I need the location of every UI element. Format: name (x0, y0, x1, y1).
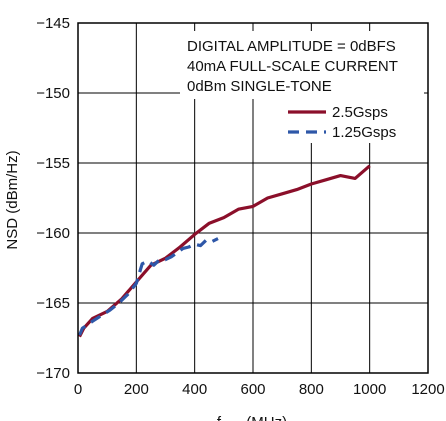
annotation-background (180, 31, 424, 99)
legend: 2.5Gsps 1.25Gsps (282, 99, 424, 143)
y-axis-title: NSD (dBm/Hz) (4, 150, 21, 249)
axis-titles: NSD (dBm/Hz) fOUT (MHz) (4, 150, 287, 421)
x-tick-label: 400 (182, 381, 207, 398)
x-tick-labels: 0 200 400 600 800 1000 1200 (74, 381, 445, 398)
y-tick-labels: −170 −165 −160 −155 −150 −145 (36, 15, 70, 382)
x-tick-label: 600 (240, 381, 265, 398)
y-tick-label: −155 (36, 155, 70, 172)
x-tick-label: 1200 (411, 381, 444, 398)
legend-label-2.5gsps: 2.5Gsps (332, 104, 388, 121)
legend-label-1.25gsps: 1.25Gsps (332, 124, 396, 141)
y-tick-label: −160 (36, 225, 70, 242)
x-tick-label: 800 (299, 381, 324, 398)
annotation-line-2: 40mA FULL-SCALE CURRENT (187, 58, 398, 75)
x-tick-label: 1000 (353, 381, 386, 398)
annotation-line-1: DIGITAL AMPLITUDE = 0dBFS (187, 38, 396, 55)
annotation-line-3: 0dBm SINGLE-TONE (187, 78, 332, 95)
series-line-1.25gsps (78, 237, 219, 336)
x-tick-label: 0 (74, 381, 82, 398)
annotation-block: DIGITAL AMPLITUDE = 0dBFS 40mA FULL-SCAL… (180, 31, 424, 99)
x-axis-title: fOUT (MHz) (217, 414, 287, 421)
series-lines (78, 164, 371, 338)
y-tick-label: −170 (36, 365, 70, 382)
y-tick-label: −165 (36, 295, 70, 312)
plot-frame (77, 22, 429, 374)
plot-border (77, 22, 429, 374)
x-tick-label: 200 (124, 381, 149, 398)
legend-background (282, 99, 424, 143)
series-line-2.5gsps (78, 164, 371, 338)
y-tick-label: −150 (36, 85, 70, 102)
y-tick-label: −145 (36, 15, 70, 32)
